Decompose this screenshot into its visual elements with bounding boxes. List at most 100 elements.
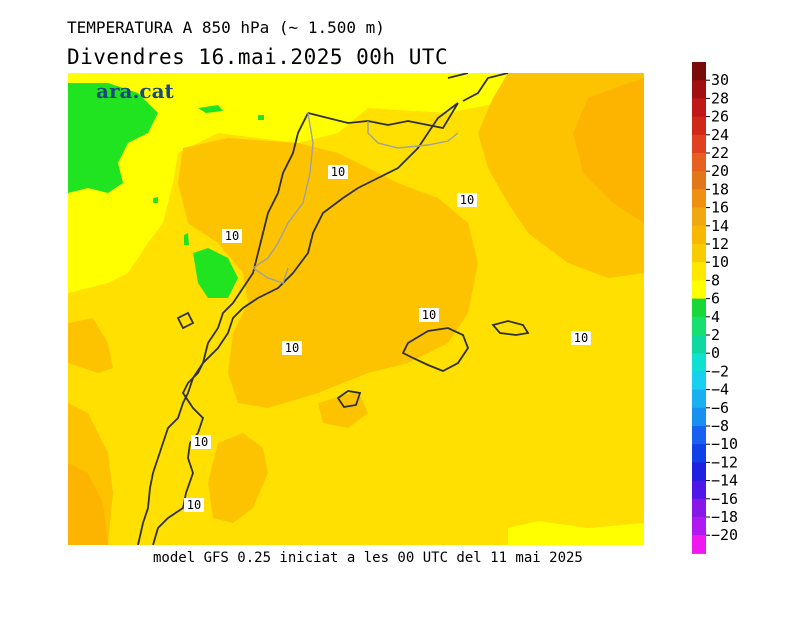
legend-swatches (692, 62, 706, 554)
legend-swatch (692, 498, 706, 518)
field-green-small-5 (258, 115, 264, 120)
legend-swatch (692, 244, 706, 263)
legend-label: −10 (711, 435, 738, 453)
legend-swatch (692, 389, 706, 409)
legend-swatch (692, 316, 706, 336)
legend-swatch (692, 462, 706, 482)
legend-swatch (692, 189, 706, 209)
legend-label: 18 (711, 180, 729, 198)
legend-swatch (692, 153, 706, 172)
contour-label-text: 10 (194, 435, 208, 449)
field-yellow-north (68, 73, 508, 293)
map-title: TEMPERATURA A 850 hPa (~ 1.500 m) (67, 18, 385, 37)
field-orange-central (178, 138, 478, 408)
region-borders (252, 112, 459, 284)
legend-label: 16 (711, 199, 729, 217)
legend-swatch (692, 353, 706, 372)
legend-swatch (692, 407, 706, 427)
legend-label: −14 (711, 472, 738, 490)
model-caption: model GFS 0.25 iniciat a les 00 UTC del … (153, 550, 583, 566)
field-orange-south (208, 433, 268, 523)
region-border-3 (252, 267, 289, 284)
coastline-iberia (137, 73, 509, 545)
legend-label: 22 (711, 144, 729, 162)
contour-label-text: 10 (187, 498, 201, 512)
border-west-south (152, 362, 205, 545)
border-inland-west (202, 112, 309, 364)
legend-swatch (692, 262, 706, 281)
legend-label: 8 (711, 271, 720, 289)
legend-swatch (692, 80, 706, 99)
legend-swatch (692, 480, 706, 500)
coastlines (137, 73, 509, 545)
legend-labels: 302826242220181614121086420−2−4−6−8−10−1… (706, 71, 738, 544)
legend-label: −8 (711, 417, 729, 435)
legend-swatch (692, 444, 706, 463)
contour-label-text: 10 (460, 193, 474, 207)
legend-swatch (692, 335, 706, 354)
legend-swatch (692, 207, 706, 227)
legend-label: 26 (711, 108, 729, 126)
coast-west-island (176, 311, 195, 330)
islands (336, 320, 530, 408)
map-subtitle-date: Divendres 16.mai.2025 00h UTC (67, 45, 449, 69)
legend-label: −16 (711, 490, 738, 508)
field-green-small-2 (193, 248, 238, 298)
legend-label: 14 (711, 217, 729, 235)
legend-label: −12 (711, 453, 738, 471)
legend-label: 30 (711, 71, 729, 89)
legend-swatch (692, 134, 706, 154)
legend-swatch (692, 171, 706, 190)
contour-label: 10 (222, 229, 242, 243)
legend-swatch (692, 535, 706, 554)
legend-label: 24 (711, 126, 729, 144)
border-france-spain (307, 102, 459, 130)
legend-label: −18 (711, 508, 738, 526)
legend-swatch (692, 371, 706, 391)
legend-swatch (692, 426, 706, 445)
legend-label: 2 (711, 326, 720, 344)
legend-swatch (692, 98, 706, 118)
legend-swatch (692, 517, 706, 536)
legend-label: −6 (711, 399, 729, 417)
contour-label: 10 (282, 341, 302, 355)
temperature-map: 10 10 10 10 10 10 10 10 a (68, 73, 644, 545)
contour-label: 10 (184, 498, 204, 512)
legend-label: 10 (711, 253, 729, 271)
field-warm-orange-southwest (68, 463, 108, 545)
contour-label-text: 10 (225, 229, 239, 243)
contour-label-text: 10 (285, 341, 299, 355)
legend-label: 20 (711, 162, 729, 180)
legend-swatch (692, 280, 706, 300)
legend-label: 28 (711, 89, 729, 107)
field-orange-balearic (318, 391, 368, 428)
island-mallorca (401, 327, 470, 372)
legend-label: −2 (711, 362, 729, 380)
field-green-northwest (68, 83, 158, 193)
legend-swatch (692, 225, 706, 245)
contour-label-text: 10 (331, 165, 345, 179)
field-warm-orange-northeast (573, 78, 644, 223)
legend-label: −4 (711, 381, 729, 399)
legend-label: 6 (711, 290, 720, 308)
contour-label-text: 10 (574, 331, 588, 345)
legend-label: 4 (711, 308, 720, 326)
contour-label: 10 (191, 435, 211, 449)
legend-swatch (692, 298, 706, 318)
contour-label: 10 (571, 331, 591, 345)
legend-label: 12 (711, 235, 729, 253)
contour-label: 10 (419, 308, 439, 322)
ara-cat-logo: ara.cat (96, 79, 175, 103)
island-menorca (491, 320, 530, 336)
field-green-small-3 (184, 233, 189, 245)
contour-label: 10 (457, 193, 477, 207)
color-scale-legend: 302826242220181614121086420−2−4−6−8−10−1… (692, 62, 738, 554)
contour-label: 10 (328, 165, 348, 179)
contour-labels: 10 10 10 10 10 10 10 10 (184, 165, 591, 512)
field-yellow-southeast (508, 521, 644, 545)
legend-swatch (692, 116, 706, 136)
contour-label-text: 10 (422, 308, 436, 322)
legend-label: 0 (711, 344, 720, 362)
legend-label: −20 (711, 526, 738, 544)
field-green-small-1 (198, 105, 223, 113)
